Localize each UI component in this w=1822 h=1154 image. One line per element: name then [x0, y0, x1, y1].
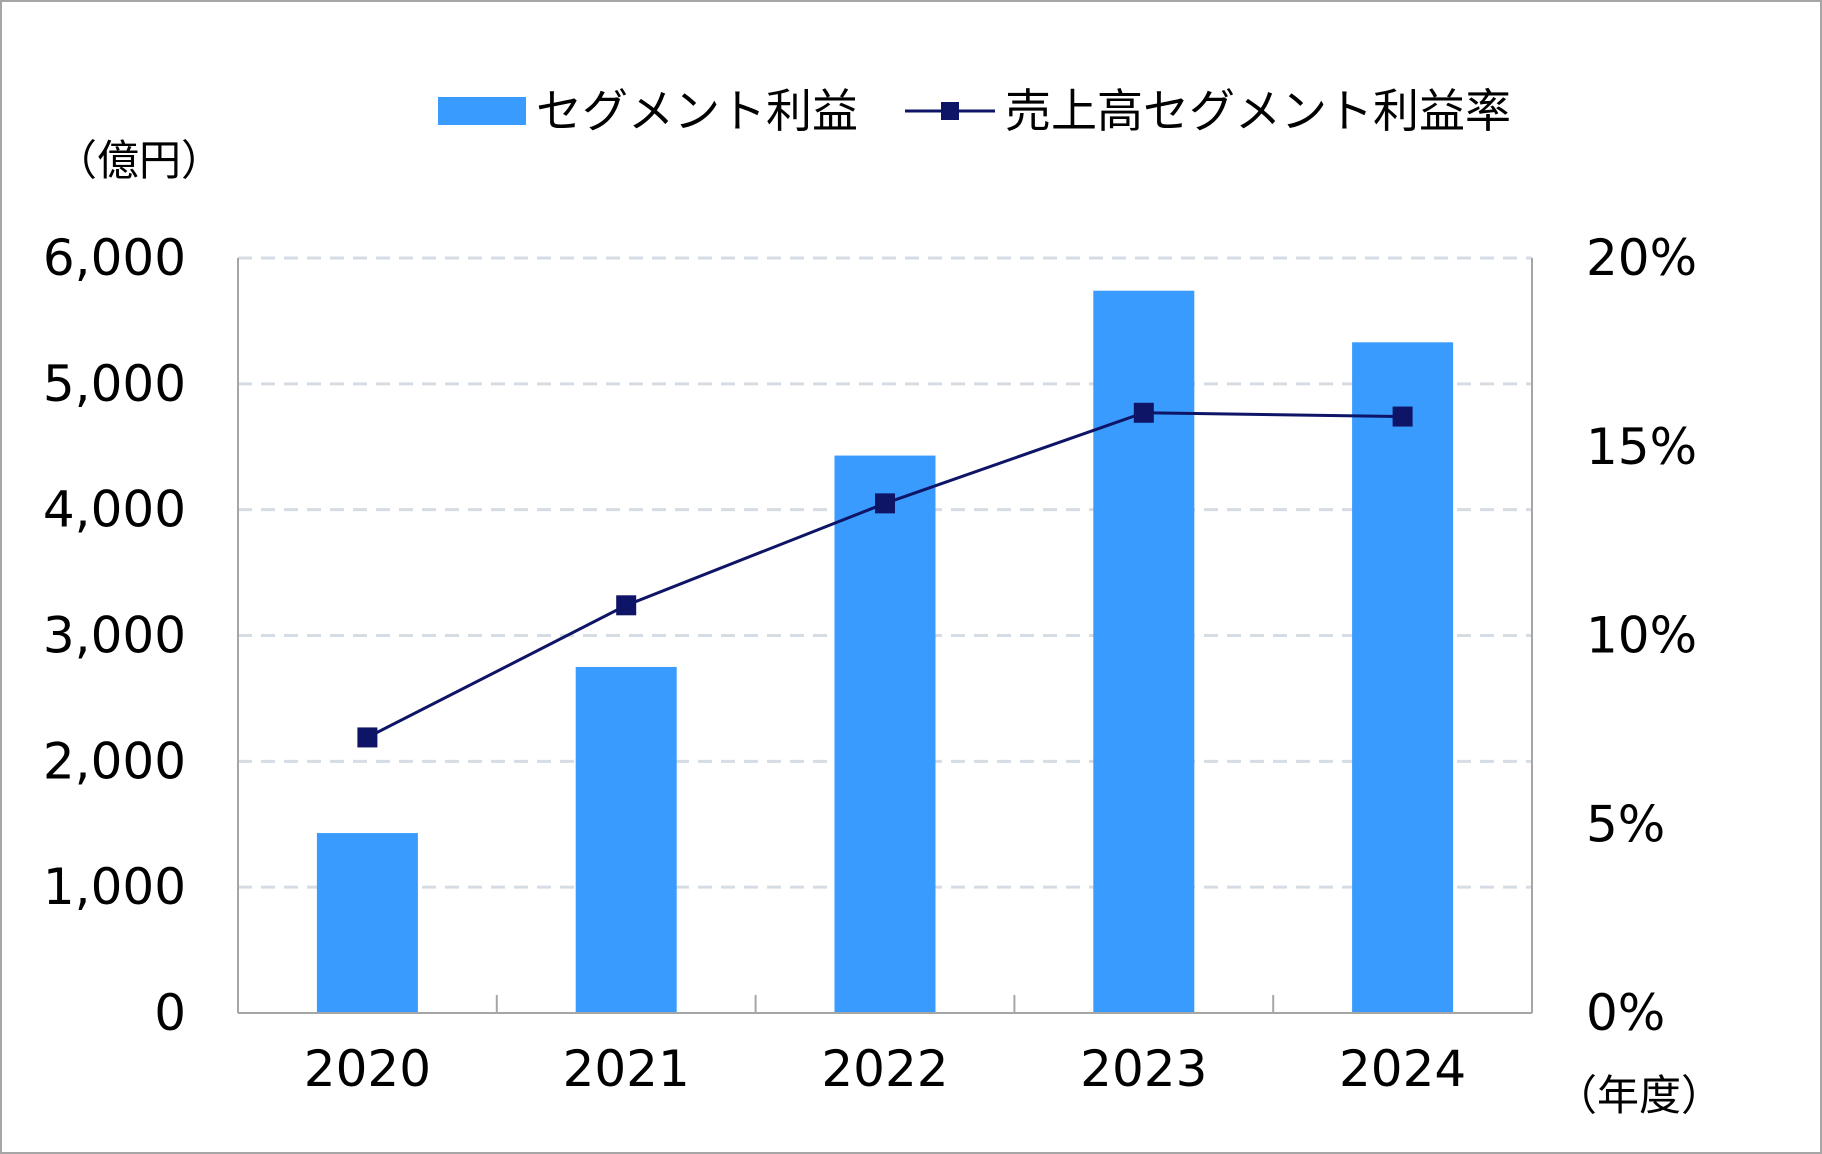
legend: セグメント利益 売上高セグメント利益率 [438, 84, 1511, 138]
y-right-tick-label: 15% [1586, 418, 1697, 476]
ratio-point-2022 [875, 493, 895, 514]
axes [237, 258, 1533, 1014]
x-tick-label: 2023 [1080, 1040, 1207, 1098]
ratio-line [357, 402, 1413, 748]
y-left-tick-label: 4,000 [43, 481, 186, 539]
y-left-tick-labels: 0 1,000 2,000 3,000 4,000 5,000 6,000 [43, 229, 186, 1042]
x-tick-label: 2021 [563, 1040, 690, 1098]
y-left-tick-label: 6,000 [43, 229, 186, 287]
ratio-point-2024 [1392, 406, 1413, 427]
ratio-point-2020 [357, 727, 378, 748]
bar-2020 [316, 833, 418, 1013]
bar-2022 [834, 455, 936, 1013]
y-left-tick-label: 1,000 [43, 858, 186, 916]
y-left-tick-label: 5,000 [43, 355, 186, 413]
y-right-tick-label: 5% [1586, 795, 1665, 853]
bar-2023 [1093, 290, 1195, 1013]
y-right-tick-label: 20% [1586, 229, 1697, 287]
y-left-tick-label: 0 [154, 984, 186, 1042]
y-right-tick-label: 0% [1586, 984, 1665, 1042]
y-right-tick-label: 10% [1586, 607, 1697, 665]
x-tick-label: 2024 [1339, 1040, 1466, 1098]
x-unit-label: （年度） [1555, 1071, 1723, 1120]
legend-line-marker [941, 102, 959, 120]
y-right-tick-labels: 0% 5% 10% 15% 20% [1586, 229, 1697, 1042]
legend-bar-swatch [438, 97, 526, 125]
y-left-tick-label: 2,000 [43, 732, 186, 790]
ratio-point-2023 [1133, 402, 1154, 423]
x-tick-label: 2020 [304, 1040, 431, 1098]
x-tick-label: 2022 [821, 1040, 948, 1098]
y-left-tick-label: 3,000 [43, 607, 186, 665]
y-left-unit-label: （億円） [55, 136, 223, 185]
ratio-point-2021 [616, 595, 637, 616]
legend-bar-label: セグメント利益 [536, 84, 858, 138]
bar-2024 [1352, 342, 1454, 1013]
x-tick-labels: 2020 2021 2022 2023 2024 [304, 1040, 1466, 1098]
bar-2021 [575, 666, 677, 1013]
legend-line-label: 売上高セグメント利益率 [1005, 84, 1511, 138]
